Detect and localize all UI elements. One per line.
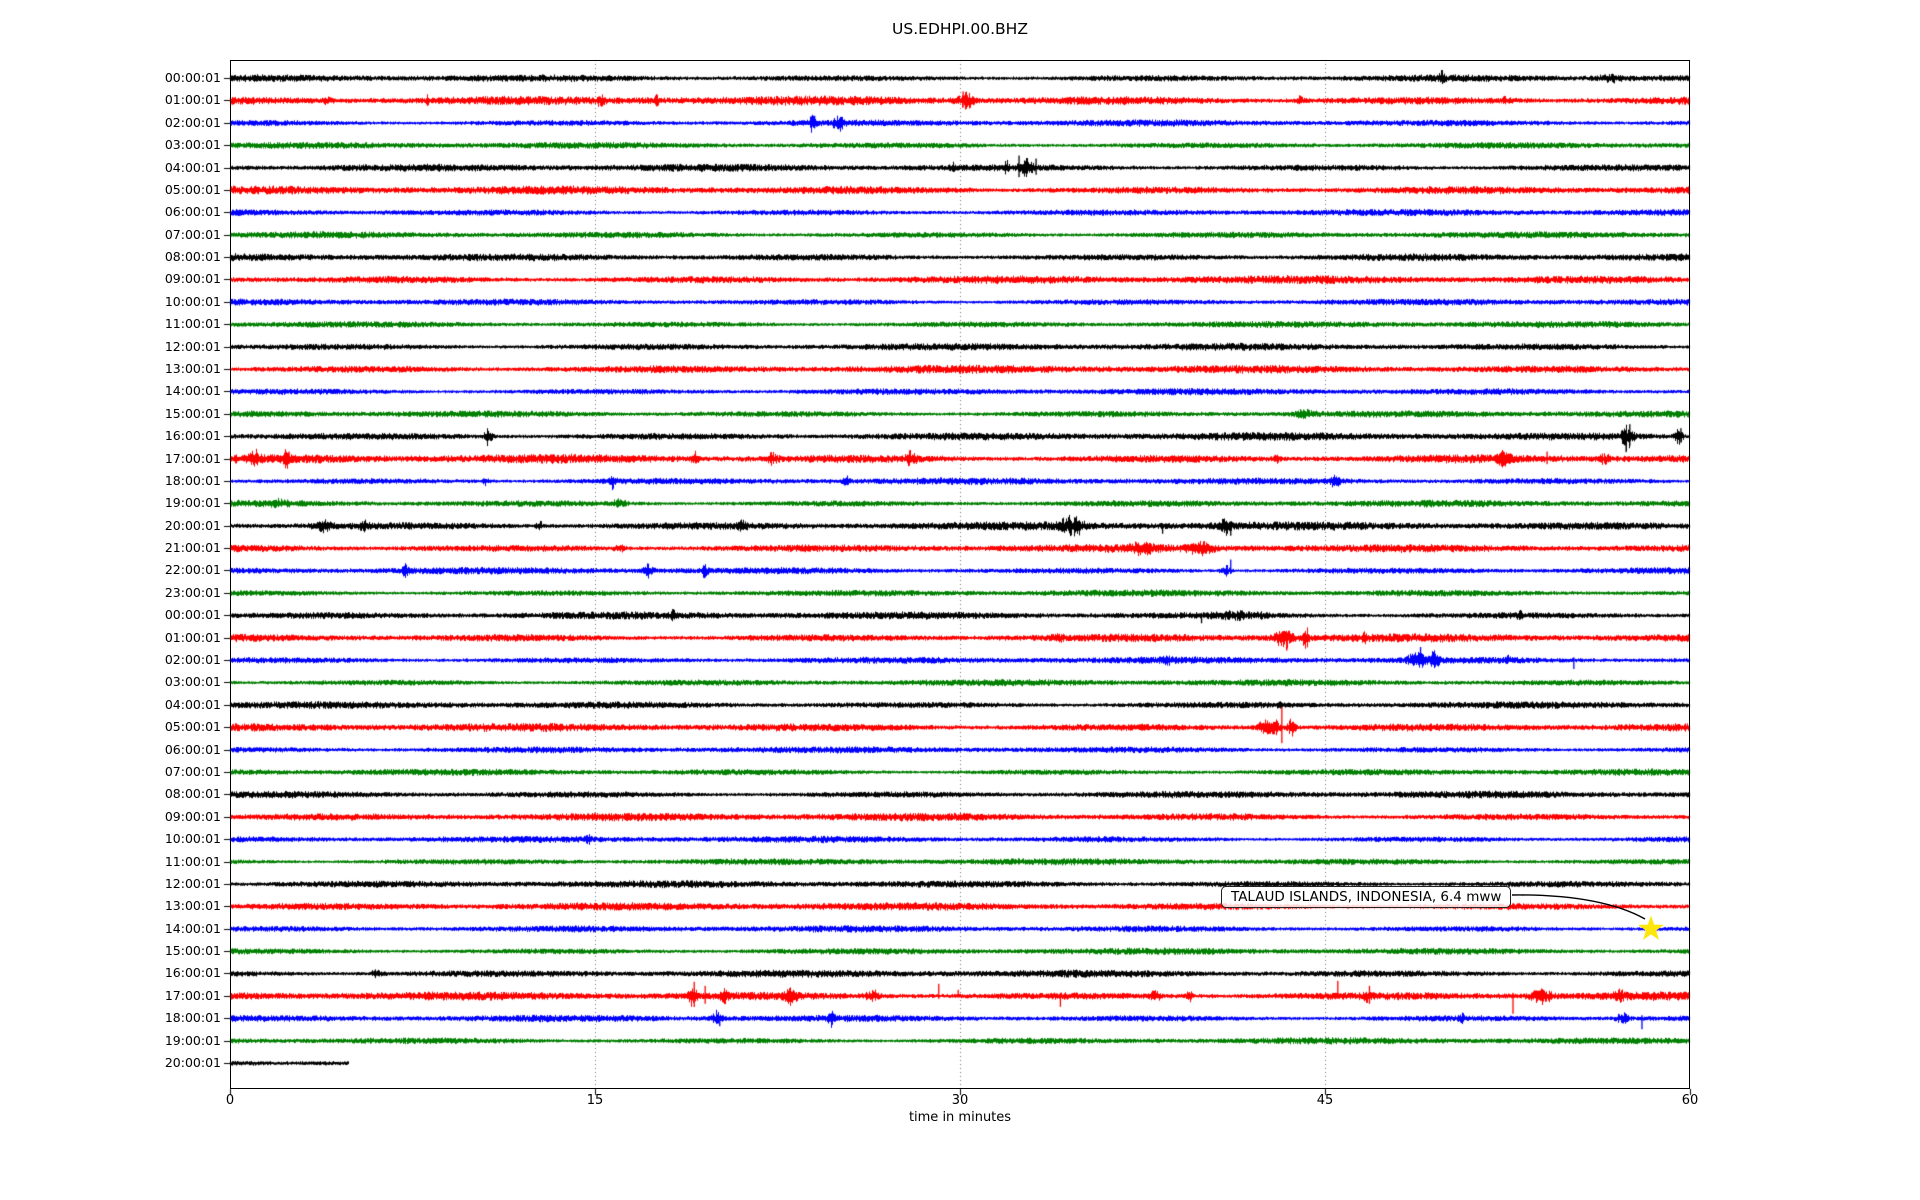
y-tick-label: 18:00:01 xyxy=(164,472,221,488)
y-tick-label: 12:00:01 xyxy=(164,875,221,891)
y-tick-label: 13:00:01 xyxy=(164,361,221,377)
y-tick-label: 05:00:01 xyxy=(164,719,221,735)
y-tick-label: 15:00:01 xyxy=(164,943,221,959)
y-tick-label: 16:00:01 xyxy=(164,428,221,444)
x-tick-label: 60 xyxy=(1681,1093,1699,1108)
y-tick-label: 19:00:01 xyxy=(164,495,221,511)
y-tick-label: 07:00:01 xyxy=(164,763,221,779)
y-tick-label: 10:00:01 xyxy=(164,293,221,309)
y-tick-label: 01:00:01 xyxy=(164,92,221,108)
y-tick-label: 00:00:01 xyxy=(164,70,221,85)
y-tick-label: 01:00:01 xyxy=(164,629,221,645)
y-tick-label: 20:00:01 xyxy=(164,1054,221,1070)
y-tick-label: 04:00:01 xyxy=(164,159,221,175)
y-tick-label: 09:00:01 xyxy=(164,271,221,287)
y-tick-label: 17:00:01 xyxy=(164,987,221,1003)
x-axis-title: time in minutes xyxy=(908,1110,1012,1125)
x-tick-label: 15 xyxy=(586,1093,604,1108)
event-annotation-label: TALAUD ISLANDS, INDONESIA, 6.4 mww xyxy=(1221,886,1512,908)
y-tick-label: 08:00:01 xyxy=(164,786,221,802)
y-tick-label: 21:00:01 xyxy=(164,540,221,556)
y-tick-label: 07:00:01 xyxy=(164,226,221,242)
y-tick-label: 23:00:01 xyxy=(164,584,221,600)
y-tick-label: 06:00:01 xyxy=(164,204,221,220)
y-tick-label: 05:00:01 xyxy=(164,181,221,197)
y-tick-label: 14:00:01 xyxy=(164,920,221,936)
y-tick-label: 00:00:01 xyxy=(164,607,221,623)
x-tick-label: 0 xyxy=(225,1093,235,1108)
y-tick-label: 02:00:01 xyxy=(164,652,221,668)
y-tick-label: 13:00:01 xyxy=(164,898,221,914)
y-tick-label: 08:00:01 xyxy=(164,249,221,265)
x-tick-label: 30 xyxy=(951,1093,969,1108)
y-tick-label: 06:00:01 xyxy=(164,741,221,757)
y-tick-label: 11:00:01 xyxy=(164,853,221,869)
y-tick-label: 14:00:01 xyxy=(164,383,221,399)
y-tick-label: 03:00:01 xyxy=(164,137,221,153)
y-tick-label: 09:00:01 xyxy=(164,808,221,824)
x-tick-label: 45 xyxy=(1316,1093,1334,1108)
y-tick-label: 11:00:01 xyxy=(164,316,221,332)
plot-area xyxy=(230,60,1690,1089)
y-tick-label: 18:00:01 xyxy=(164,1010,221,1026)
y-tick-label: 02:00:01 xyxy=(164,114,221,130)
y-tick-label: 15:00:01 xyxy=(164,405,221,421)
y-tick-label: 04:00:01 xyxy=(164,696,221,712)
y-tick-label: 17:00:01 xyxy=(164,450,221,466)
y-tick-label: 22:00:01 xyxy=(164,562,221,578)
y-tick-label: 12:00:01 xyxy=(164,338,221,354)
y-tick-label: 20:00:01 xyxy=(164,517,221,533)
y-tick-label: 19:00:01 xyxy=(164,1032,221,1048)
y-tick-label: 03:00:01 xyxy=(164,674,221,690)
y-tick-label: 16:00:01 xyxy=(164,965,221,981)
y-tick-label: 10:00:01 xyxy=(164,831,221,847)
